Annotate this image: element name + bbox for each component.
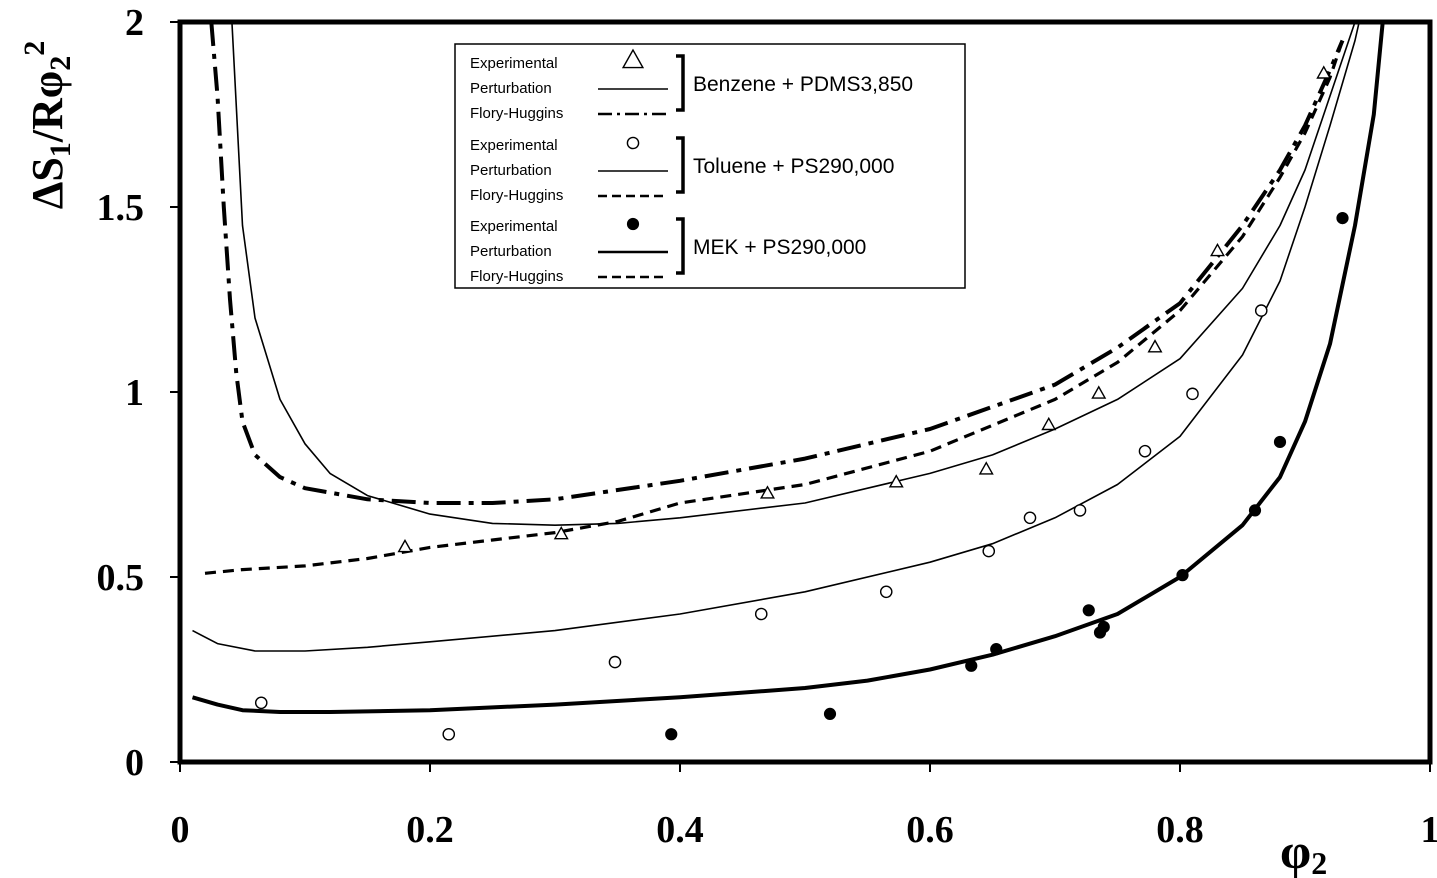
legend-toluene-ps290-000-perturbation-label: Perturbation <box>470 162 552 179</box>
toluene-ps290-000-flory-huggins-line <box>204 39 1345 575</box>
y-axis-title-s-subscript: 1 <box>44 142 77 157</box>
x-axis-title-subscript: 2 <box>1311 845 1327 878</box>
legend: Experimental Perturbation Flory-Huggins Ben… <box>454 43 966 289</box>
x-tick-label: 0.8 <box>1156 809 1204 851</box>
legend-mek-ps290-000-system-label: MEK + PS290,000 <box>693 236 866 259</box>
toluene-ps290-000-experimental-point <box>1023 511 1037 525</box>
toluene-ps290-000-experimental-point <box>608 655 622 669</box>
toluene-ps290-000-experimental-point <box>1138 444 1152 458</box>
benzene-pdms3-850-experimental-point <box>1210 242 1225 257</box>
x-tick-label: 0.2 <box>406 809 454 851</box>
series-points <box>254 65 1349 741</box>
mek-ps290-000-experimental-point <box>1336 212 1349 225</box>
y-axis-title-phi-superscript: 2 <box>18 41 51 56</box>
benzene-pdms3-850-experimental-point <box>1147 339 1163 353</box>
toluene-ps290-000-experimental-point <box>1254 304 1268 317</box>
y-axis-title-delta: Δ <box>23 182 72 210</box>
legend-mek-ps290-000-marker <box>626 217 640 231</box>
tick-marks <box>170 21 1431 772</box>
mek-ps290-000-experimental-point <box>1082 604 1095 617</box>
benzene-pdms3-850-experimental-point <box>553 526 569 540</box>
y-axis-title-phi-subscript: 2 <box>44 56 77 71</box>
legend-mek-ps290-000-experimental-label: Experimental <box>470 218 558 235</box>
series-lines <box>191 22 1385 714</box>
x-axis-title-phi: φ <box>1280 823 1311 878</box>
mek-ps290-000-experimental-point <box>1273 435 1287 449</box>
legend-benzene-pdms3-850-perturbation-label: Perturbation <box>470 80 552 97</box>
x-tick-label: 0.4 <box>656 809 704 851</box>
svg-text:ΔS1/Rφ22: ΔS1/Rφ22 <box>18 41 77 210</box>
legend-mek-ps290-000-perturbation-label: Perturbation <box>470 243 552 260</box>
toluene-ps290-000-experimental-point <box>1186 387 1199 401</box>
y-tick-label: 0.5 <box>97 557 145 599</box>
legend-benzene-pdms3-850-bracket <box>676 54 685 112</box>
legend-toluene-ps290-000-system-label: Toluene + PS290,000 <box>693 155 894 178</box>
mek-ps290-000-experimental-point <box>823 707 837 721</box>
y-tick-label: 1 <box>125 372 144 414</box>
mek-ps290-000-experimental-point <box>990 643 1003 656</box>
x-axis-title: φ2 <box>1280 823 1327 878</box>
legend-benzene-pdms3-850-marker <box>621 48 645 69</box>
mek-ps290-000-experimental-point <box>1248 504 1262 517</box>
mek-ps290-000-experimental-point <box>1097 620 1110 634</box>
y-tick-label: 0 <box>125 742 144 784</box>
y-axis-title: ΔS1/Rφ22 <box>18 41 77 210</box>
benzene-pdms3-850-experimental-point <box>397 538 413 553</box>
legend-toluene-ps290-000-experimental-label: Experimental <box>470 137 558 154</box>
legend-toluene-ps290-000-marker <box>626 136 640 150</box>
toluene-ps290-000-experimental-point <box>1073 504 1087 517</box>
y-axis-title-s: S <box>23 157 72 181</box>
svg-text:φ2: φ2 <box>1280 823 1327 878</box>
y-tick-label: 1.5 <box>97 187 145 229</box>
legend-benzene-pdms3-850-flory-huggins-label: Flory-Huggins <box>470 105 563 122</box>
benzene-pdms3-850-perturbation-line <box>231 22 1356 527</box>
legend-mek-ps290-000-flory-huggins-label: Flory-Huggins <box>470 268 563 285</box>
mek-ps290-000-experimental-point <box>965 659 978 672</box>
tick-labels: 0 0.2 0.4 0.6 0.8 1 0 0.5 1 1.5 2 <box>97 2 1437 851</box>
benzene-pdms3-850-experimental-point <box>1041 416 1057 431</box>
mek-ps290-000-perturbation-line <box>191 22 1385 714</box>
benzene-pdms3-850-experimental-point <box>1316 65 1332 79</box>
y-axis-title-slash-r: /R <box>23 97 72 143</box>
toluene-ps290-000-experimental-point <box>754 607 768 621</box>
toluene-ps290-000-experimental-point <box>254 696 268 710</box>
toluene-ps290-000-experimental-point <box>879 585 893 599</box>
toluene-ps290-000-perturbation-line <box>192 22 1360 652</box>
legend-benzene-pdms3-850-system-label: Benzene + PDMS3,850 <box>693 73 913 96</box>
legend-toluene-ps290-000-bracket <box>676 136 685 194</box>
toluene-ps290-000-experimental-point <box>982 544 996 558</box>
x-tick-label: 1 <box>1421 809 1437 851</box>
legend-benzene-pdms3-850-experimental-label: Experimental <box>470 55 558 72</box>
legend-box <box>454 43 966 289</box>
benzene-pdms3-850-experimental-point <box>888 474 904 488</box>
benzene-pdms3-850-experimental-point <box>1091 385 1107 399</box>
mek-ps290-000-experimental-point <box>665 728 678 741</box>
y-axis-title-phi: φ <box>23 71 72 98</box>
mek-ps290-000-experimental-point <box>1176 569 1189 582</box>
benzene-pdms3-850-experimental-point <box>760 485 775 499</box>
y-tick-label: 2 <box>125 2 144 44</box>
legend-mek-ps290-000-bracket <box>676 217 685 275</box>
x-tick-label: 0 <box>171 809 190 851</box>
legend-toluene-ps290-000-flory-huggins-label: Flory-Huggins <box>470 187 563 204</box>
x-tick-label: 0.6 <box>906 809 954 851</box>
benzene-pdms3-850-experimental-point <box>978 461 994 475</box>
toluene-ps290-000-experimental-point <box>442 727 456 741</box>
